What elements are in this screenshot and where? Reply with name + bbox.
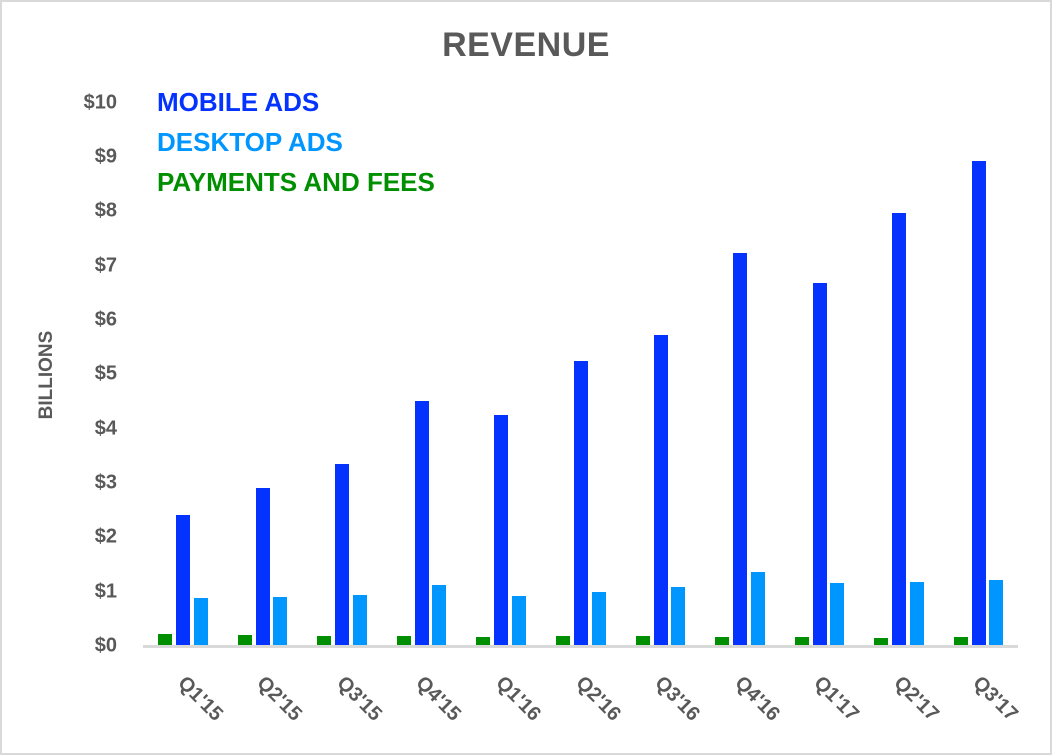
bar-payments-and-fees [715,636,730,646]
y-tick-label: $6 [94,308,117,331]
legend-item: MOBILE ADS [157,87,320,117]
bar-mobile-ads [255,488,270,646]
bar-desktop-ads [750,572,765,646]
y-tick-label: $5 [94,362,117,385]
bar-desktop-ads [591,592,606,646]
bar-mobile-ads [414,401,429,646]
bar-desktop-ads [352,594,367,646]
bar-payments-and-fees [396,636,411,646]
bar-mobile-ads [653,335,668,646]
bar-mobile-ads [494,415,509,646]
legend: MOBILE ADS DESKTOP ADS PAYMENTS AND FEES [157,86,435,206]
bar-desktop-ads [830,582,845,646]
bar-mobile-ads [335,463,350,646]
bar-desktop-ads [909,581,924,646]
y-tick-label: $4 [94,417,117,440]
bar-mobile-ads [812,283,827,646]
bar-payments-and-fees [874,637,889,646]
y-tick-label: $0 [94,634,117,657]
bar-mobile-ads [733,252,748,646]
bar-desktop-ads [432,585,447,646]
bar-desktop-ads [671,587,686,646]
bar-payments-and-fees [635,636,650,646]
bar-mobile-ads [574,361,589,646]
y-tick-label: $9 [94,145,117,168]
bar-payments-and-fees [476,636,491,646]
bar-mobile-ads [971,161,986,646]
bar-payments-and-fees [953,636,968,646]
bar-desktop-ads [989,580,1004,646]
bar-desktop-ads [193,598,208,646]
bar-payments-and-fees [237,635,252,646]
y-tick-label: $1 [94,580,117,603]
y-tick-label: $2 [94,525,117,548]
x-axis-line [143,645,1018,648]
bar-desktop-ads [273,597,288,646]
legend-item: DESKTOP ADS [157,127,343,157]
chart-title: REVENUE [442,26,610,64]
y-tick-label: $7 [94,254,117,277]
y-tick-label: $3 [94,471,117,494]
y-tick-label: $8 [94,199,117,222]
bar-payments-and-fees [794,636,809,646]
y-tick-label: $10 [83,91,117,113]
bar-mobile-ads [892,213,907,646]
legend-item: PAYMENTS AND FEES [157,167,435,197]
y-axis-label: BILLIONS [36,330,57,420]
bar-mobile-ads [176,515,191,646]
bar-payments-and-fees [556,636,571,646]
bar-desktop-ads [511,595,526,646]
bar-payments-and-fees [158,634,173,646]
bar-payments-and-fees [317,636,332,646]
